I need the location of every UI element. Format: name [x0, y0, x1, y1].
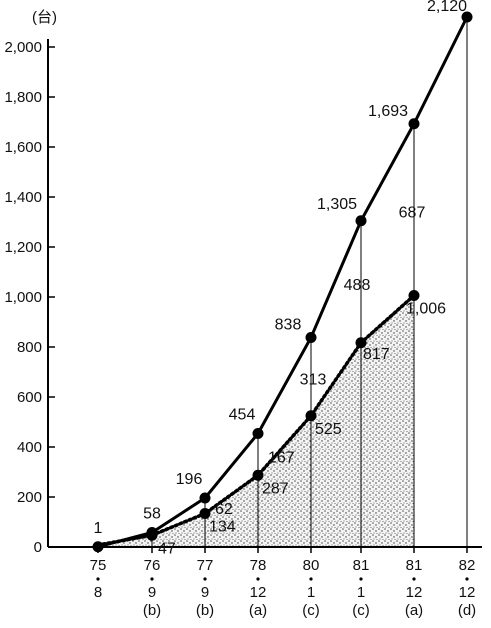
dotted-data-label: 1,006 — [406, 301, 446, 318]
x-tick-year: 81 — [406, 557, 423, 574]
difference-label: 687 — [399, 205, 426, 222]
solid-data-label: 1,305 — [317, 196, 357, 213]
x-tick-year: 77 — [197, 557, 214, 574]
x-tick-dot — [150, 577, 154, 581]
x-tick-dot — [465, 577, 469, 581]
x-tick-dot — [309, 577, 313, 581]
solid-data-label: 454 — [229, 407, 256, 424]
series-solid-point — [252, 428, 264, 439]
series-dotted-point — [305, 410, 317, 422]
difference-label: 313 — [300, 372, 327, 389]
solid-data-label: 838 — [275, 317, 302, 334]
x-tick-note: (b) — [143, 602, 161, 619]
x-tick-dot — [203, 577, 207, 581]
difference-label: 167 — [268, 449, 295, 466]
series-solid-point — [408, 118, 420, 130]
x-tick-note: (a) — [249, 602, 267, 619]
shaded-area — [98, 295, 414, 547]
y-tick-label: 1,000 — [4, 289, 42, 306]
dotted-data-label: 134 — [209, 519, 236, 536]
x-tick-dot — [256, 577, 260, 581]
x-tick-month: 1 — [357, 584, 365, 601]
x-tick-note: (a) — [405, 602, 423, 619]
series-dotted-point — [199, 508, 211, 519]
y-tick-label: 0 — [34, 539, 42, 556]
x-tick-dot — [96, 577, 100, 581]
x-tick-note: (b) — [196, 602, 214, 619]
series-dotted-point — [146, 529, 158, 541]
x-tick-month: 9 — [148, 584, 156, 601]
series-solid-point — [92, 541, 104, 553]
series-dotted-point — [355, 337, 367, 349]
solid-data-label: 1,693 — [368, 103, 408, 120]
x-tick-note: (c) — [352, 602, 370, 619]
x-tick-month: 1 — [307, 584, 315, 601]
dotted-data-label: 287 — [262, 480, 289, 497]
x-tick-year: 80 — [303, 557, 320, 574]
y-tick-label: 400 — [17, 439, 42, 456]
y-tick-label: 1,800 — [4, 89, 42, 106]
y-tick-label: 2,000 — [4, 39, 42, 56]
series-dotted-point — [408, 290, 420, 301]
series-solid-point — [305, 332, 317, 343]
series-dotted-point — [252, 469, 264, 481]
y-tick-label: 600 — [17, 389, 42, 406]
x-tick-year: 81 — [353, 557, 370, 574]
dotted-data-label: 525 — [315, 421, 342, 438]
x-tick-dot — [412, 577, 416, 581]
x-tick-dot — [359, 577, 363, 581]
y-tick-label: 200 — [17, 489, 42, 506]
y-tick-label: 1,400 — [4, 189, 42, 206]
dotted-data-label: 47 — [158, 540, 176, 557]
series-solid-point — [199, 492, 211, 504]
y-tick-label: 1,200 — [4, 239, 42, 256]
x-tick-note: (d) — [458, 602, 476, 619]
x-tick-year: 76 — [144, 557, 161, 574]
dotted-data-label: 817 — [363, 346, 390, 363]
solid-data-label: 196 — [176, 471, 203, 488]
x-tick-month: 9 — [201, 584, 209, 601]
x-tick-month: 12 — [459, 584, 476, 601]
x-tick-year: 78 — [250, 557, 267, 574]
y-tick-label: 1,600 — [4, 139, 42, 156]
plot-area: 0 200 400 600 800 1,000 1,200 1,400 1,600 1,800 2,… — [4, 0, 482, 619]
x-tick-note: (c) — [302, 602, 320, 619]
difference-label: 62 — [215, 501, 233, 518]
solid-data-label: 2,120 — [427, 0, 467, 15]
y-unit-label: (台) — [32, 9, 57, 26]
series-solid-point — [461, 11, 473, 23]
x-tick-month: 12 — [250, 584, 267, 601]
x-tick-year: 82 — [459, 557, 476, 574]
series-solid-point — [355, 215, 367, 227]
difference-label: 488 — [344, 277, 371, 294]
solid-data-label: 58 — [143, 506, 161, 523]
x-tick-month: 12 — [406, 584, 423, 601]
series-solid-line — [97, 16, 469, 549]
solid-data-label: 1 — [94, 520, 103, 537]
x-tick-month: 8 — [94, 584, 102, 601]
x-tick-year: 75 — [90, 557, 107, 574]
y-tick-label: 800 — [17, 339, 42, 356]
